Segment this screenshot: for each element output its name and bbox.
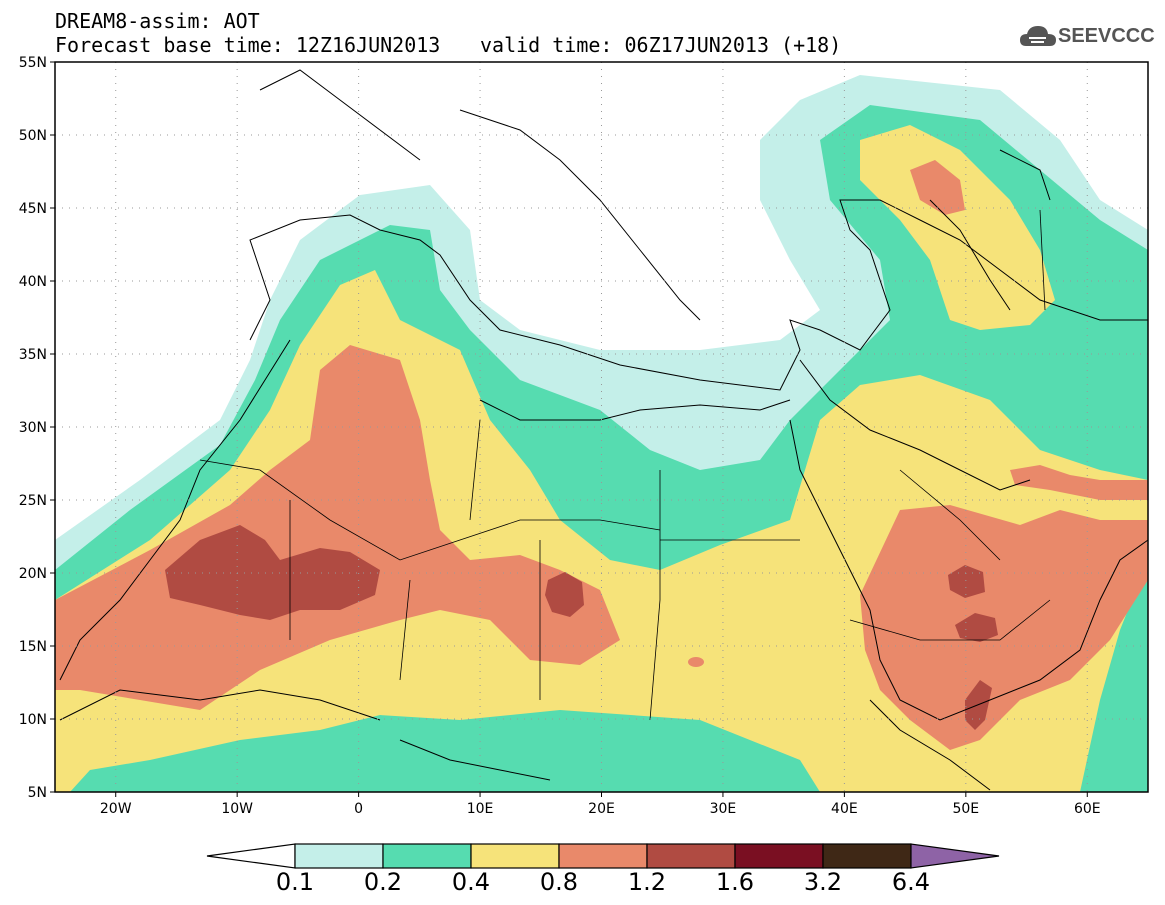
aot-field-1.2-arabia-a <box>948 565 985 598</box>
colorbar-label: 0.2 <box>364 868 402 896</box>
lon-label: 60E <box>1074 801 1101 817</box>
valid-time-label: valid time: 06Z17JUN2013 (+18) <box>480 33 842 57</box>
aot-field-1.2-arabia-b <box>955 613 998 642</box>
colorbar-segment <box>470 843 560 869</box>
title-line-1: DREAM8-assim: AOT <box>55 9 260 33</box>
lon-label: 20W <box>100 801 132 817</box>
cloud-icon <box>1020 26 1056 46</box>
seevccc-logo: SEEVCCC <box>1018 22 1155 54</box>
coastlines <box>59 69 1148 791</box>
graticule <box>55 62 1148 792</box>
country-borders <box>199 209 1051 721</box>
lat-label: 50N <box>19 128 47 144</box>
colorbar-label: 1.2 <box>628 868 666 896</box>
lon-label: 0 <box>354 801 363 817</box>
lon-label: 10W <box>221 801 253 817</box>
lat-label: 45N <box>19 201 47 217</box>
lat-label: 35N <box>19 347 47 363</box>
lat-label: 15N <box>19 639 47 655</box>
colorbar-segment <box>734 843 824 869</box>
aot-field-0.8-spot <box>688 657 704 667</box>
title-line-2: Forecast base time: 12Z16JUN2013 <box>55 33 441 57</box>
longitude-labels: 20W 10W 0 10E 20E 30E 40E 50E 60E <box>100 792 1101 817</box>
lon-label: 30E <box>710 801 737 817</box>
colorbar: 0.1 0.2 0.4 0.8 1.2 1.6 3.2 6.4 <box>206 843 1000 896</box>
aot-field-0.8-caspian <box>910 160 965 215</box>
latitude-labels: 55N 50N 45N 40N 35N 30N 25N 20N 15N 10N 5N <box>19 55 55 801</box>
lat-label: 30N <box>19 420 47 436</box>
aot-field-1.2-chad <box>545 572 584 617</box>
colorbar-label: 0.4 <box>452 868 490 896</box>
colorbar-segment <box>822 843 912 869</box>
lat-label: 55N <box>19 55 47 71</box>
aot-field-0.8-arabia <box>860 505 1148 750</box>
aot-field-0.8 <box>55 345 620 710</box>
lon-label: 10E <box>467 801 494 817</box>
lon-label: 40E <box>831 801 858 817</box>
colorbar-segment <box>382 843 472 869</box>
lat-label: 20N <box>19 566 47 582</box>
colorbar-label: 6.4 <box>892 868 930 896</box>
colorbar-segment <box>294 843 384 869</box>
colorbar-segment <box>558 843 648 869</box>
colorbar-segment <box>646 843 736 869</box>
colorbar-under-triangle <box>206 843 296 869</box>
logo-text: SEEVCCC <box>1058 25 1155 47</box>
colorbar-label: 0.1 <box>276 868 314 896</box>
lat-label: 25N <box>19 493 47 509</box>
colorbar-label: 0.8 <box>540 868 578 896</box>
lon-label: 50E <box>952 801 979 817</box>
lat-label: 5N <box>28 785 47 801</box>
lat-label: 10N <box>19 712 47 728</box>
aot-field-0.8-gulf <box>1010 465 1148 500</box>
colorbar-label: 1.6 <box>716 868 754 896</box>
colorbar-label: 3.2 <box>804 868 842 896</box>
lat-label: 40N <box>19 274 47 290</box>
colorbar-over-triangle <box>910 843 1000 869</box>
lon-label: 20E <box>588 801 615 817</box>
